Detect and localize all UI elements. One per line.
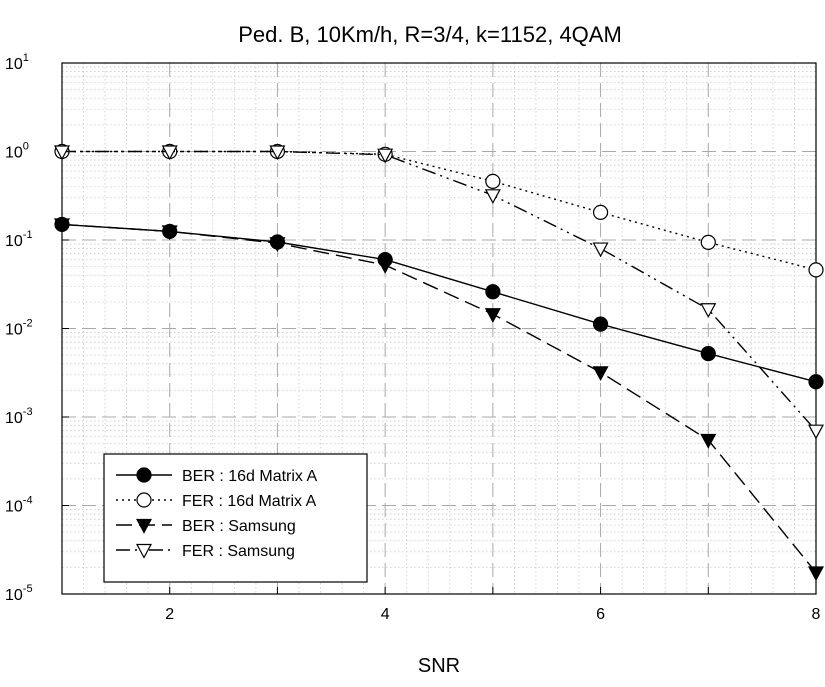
- y-tick-label: 10-4: [5, 495, 33, 516]
- x-axis: 2 4 6 8: [61, 587, 821, 623]
- data-point: [484, 308, 501, 323]
- data-point: [377, 259, 394, 274]
- data-point: [161, 225, 178, 241]
- data-point: [377, 148, 394, 164]
- legend-label: FER : Samsung: [182, 543, 295, 560]
- data-point: [807, 424, 825, 440]
- legend-marker: [135, 518, 153, 534]
- data-point: [485, 173, 501, 189]
- series-layer: [53, 143, 825, 582]
- data-point: [700, 303, 717, 319]
- y-tick-label: 10-5: [5, 583, 33, 604]
- chart-title: Ped. B, 10Km/h, R=3/4, k=1152, 4QAM: [238, 22, 622, 47]
- data-point: [592, 366, 609, 382]
- data-point: [592, 204, 609, 221]
- data-point: [484, 189, 501, 205]
- legend-item: FER : 16d Matrix A: [116, 492, 317, 510]
- data-point: [700, 433, 717, 449]
- x-tick-label: 4: [381, 606, 390, 623]
- series-3: [53, 218, 825, 582]
- data-point: [808, 374, 824, 390]
- series-line: [62, 150, 817, 271]
- legend-label: BER : 16d Matrix A: [182, 468, 317, 485]
- series-line: [62, 150, 817, 432]
- data-point: [269, 145, 286, 161]
- data-point: [161, 145, 178, 161]
- x-tick-label: 2: [165, 606, 174, 623]
- data-point: [700, 234, 716, 250]
- y-axis: 101 100 10-1 10-2 10-3 10-4 10-5: [5, 52, 69, 604]
- x-tick-label: 6: [596, 606, 605, 623]
- data-point: [807, 566, 825, 582]
- y-tick-label: 10-3: [5, 406, 33, 427]
- data-point: [53, 218, 71, 234]
- x-axis-label: SNR: [418, 655, 460, 677]
- legend-marker: [136, 467, 152, 483]
- x-tick-label: 8: [812, 606, 821, 623]
- legend-item: BER : 16d Matrix A: [116, 467, 317, 485]
- legend-label: BER : Samsung: [182, 518, 296, 535]
- legend-item: FER : Samsung: [116, 543, 295, 560]
- data-point: [485, 284, 501, 300]
- data-point: [700, 346, 716, 362]
- legend-item: BER : Samsung: [116, 518, 296, 535]
- data-point: [592, 242, 609, 258]
- y-tick-label: 10-1: [5, 229, 33, 250]
- data-point: [53, 145, 71, 161]
- legend-marker: [135, 543, 153, 559]
- y-tick-label: 101: [5, 52, 29, 73]
- y-tick-label: 10-2: [5, 318, 33, 339]
- legend: BER : 16d Matrix A FER : 16d Matrix A BER …: [103, 453, 368, 583]
- y-tick-label: 100: [5, 141, 29, 162]
- data-point: [269, 237, 286, 252]
- data-point: [808, 262, 824, 278]
- series-4: [53, 145, 825, 440]
- legend-marker: [136, 492, 152, 508]
- series-line: [61, 223, 817, 573]
- data-point: [592, 316, 609, 332]
- legend-label: FER : 16d Matrix A: [182, 493, 317, 510]
- series-2: [54, 143, 824, 278]
